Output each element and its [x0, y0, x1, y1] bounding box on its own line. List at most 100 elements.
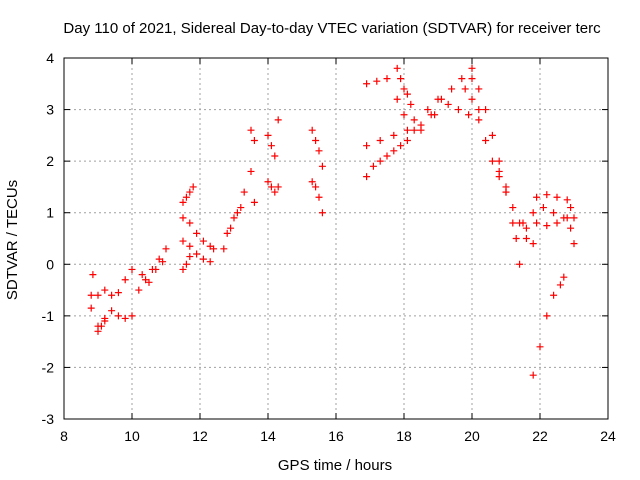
series-s20 [393, 64, 418, 124]
data-point [250, 137, 258, 145]
data-point [87, 291, 95, 299]
data-point [553, 219, 561, 227]
series-s13 [264, 116, 282, 160]
series-s12 [247, 126, 258, 206]
y-tick-label: 3 [46, 102, 54, 118]
data-point [186, 253, 194, 261]
data-point [383, 75, 391, 83]
y-axis-label: SDTVAR / TECUs [4, 180, 21, 300]
data-point [128, 265, 136, 273]
series-s1 [87, 265, 136, 299]
series-s29 [567, 204, 578, 222]
data-point [543, 222, 551, 230]
data-point [468, 95, 476, 103]
y-tick-label: -2 [42, 359, 55, 375]
grid [64, 58, 608, 419]
data-point [308, 126, 316, 134]
data-point [519, 219, 527, 227]
plot-frame [63, 57, 609, 420]
data-point [509, 219, 517, 227]
y-tick-label: 1 [46, 205, 54, 221]
data-point [502, 188, 510, 196]
data-point [274, 183, 282, 191]
data-point [223, 229, 231, 237]
series-s28 [533, 191, 571, 204]
x-tick-label: 10 [124, 428, 140, 444]
data-point [315, 193, 323, 201]
data-point [114, 289, 122, 297]
data-point [179, 198, 187, 206]
data-point [553, 193, 561, 201]
data-point [274, 116, 282, 124]
data-point [376, 137, 384, 145]
data-points [87, 64, 578, 379]
data-point [264, 178, 272, 186]
data-point [539, 204, 547, 212]
data-point [410, 116, 418, 124]
data-point [567, 204, 575, 212]
data-point [400, 111, 408, 119]
data-point [87, 304, 95, 312]
data-point [233, 209, 241, 217]
data-point [193, 229, 201, 237]
data-point [488, 157, 496, 165]
data-point [424, 106, 432, 114]
data-point [145, 278, 153, 286]
data-point [458, 75, 466, 83]
x-tick-label: 18 [396, 428, 412, 444]
data-point [475, 116, 483, 124]
data-point [516, 260, 524, 268]
data-point [312, 137, 320, 145]
data-point [247, 126, 255, 134]
data-point [94, 291, 102, 299]
data-point [390, 131, 398, 139]
series-s23 [461, 85, 510, 196]
data-point [179, 237, 187, 245]
data-point [271, 188, 279, 196]
data-point [434, 95, 442, 103]
data-point [247, 167, 255, 175]
data-point [482, 106, 490, 114]
series-s26 [512, 214, 571, 242]
data-point [121, 314, 129, 322]
series-s27 [519, 204, 568, 227]
data-point [189, 183, 197, 191]
data-point [101, 286, 109, 294]
data-point [162, 245, 170, 253]
data-point [237, 204, 245, 212]
data-point [159, 258, 167, 266]
data-point [482, 137, 490, 145]
x-axis-label: GPS time / hours [278, 457, 392, 474]
data-point [448, 85, 456, 93]
series-s5 [138, 258, 167, 286]
data-point [89, 271, 97, 279]
series-s14 [264, 178, 282, 196]
data-point [97, 322, 105, 330]
data-point [373, 77, 381, 85]
data-point [267, 142, 275, 150]
series-s17 [363, 126, 418, 181]
series-s25 [495, 167, 537, 248]
data-point [461, 85, 469, 93]
series-s30 [567, 224, 578, 248]
data-point [230, 214, 238, 222]
chart-title: Day 110 of 2021, Sidereal Day-to-day VTE… [63, 20, 601, 37]
series-s11 [223, 204, 245, 237]
data-point [264, 131, 272, 139]
data-point [376, 157, 384, 165]
y-tick-label: 0 [46, 256, 54, 272]
data-point [509, 204, 517, 212]
data-point [315, 147, 323, 155]
data-point [397, 75, 405, 83]
data-point [465, 111, 473, 119]
series-s19 [363, 111, 439, 150]
data-point [186, 242, 194, 250]
data-point [363, 173, 371, 181]
data-point [475, 85, 483, 93]
data-point [186, 188, 194, 196]
data-point [210, 245, 218, 253]
data-point [108, 291, 116, 299]
series-s2 [87, 304, 136, 330]
data-point [410, 126, 418, 134]
